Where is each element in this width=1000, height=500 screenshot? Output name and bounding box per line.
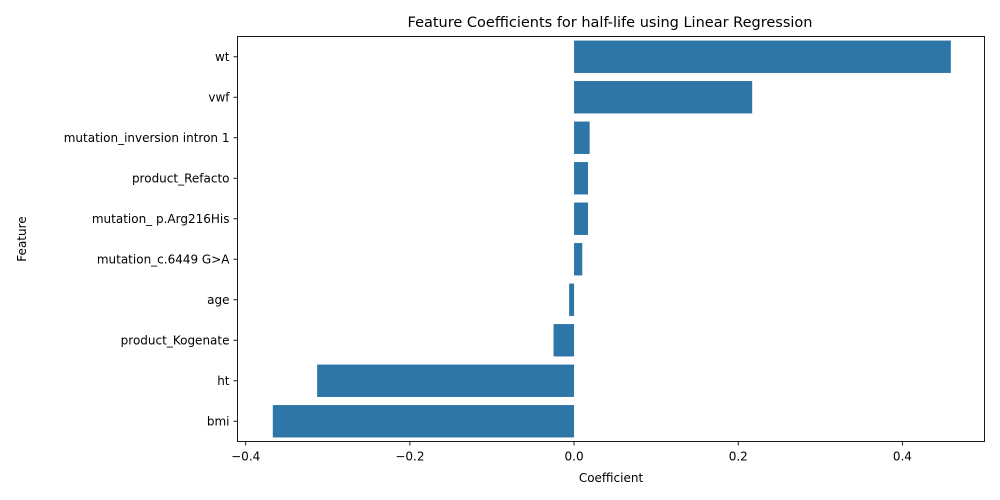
x-tick-label: −0.4 xyxy=(231,450,260,464)
y-tick-label: age xyxy=(207,293,229,307)
y-tick-label: mutation_c.6449 G>A xyxy=(97,252,230,266)
x-tick-label: 0.0 xyxy=(565,450,584,464)
bar-age xyxy=(569,283,575,316)
bar-mutation-c-6449-g-a xyxy=(574,243,583,276)
x-tick-label: 0.2 xyxy=(729,450,748,464)
y-tick-label: mutation_ p.Arg216His xyxy=(92,212,230,226)
y-tick-label: product_Kogenate xyxy=(121,333,230,347)
x-tick-label: −0.2 xyxy=(395,450,424,464)
y-tick-label: mutation_inversion intron 1 xyxy=(64,131,230,145)
bar-product-kogenate xyxy=(553,324,575,357)
plot-frame xyxy=(237,36,985,442)
chart-title: Feature Coefficients for half-life using… xyxy=(408,15,813,31)
x-tick-label: 0.4 xyxy=(893,450,912,464)
x-axis-ticks: −0.4 −0.2 0.0 0.2 0.4 xyxy=(231,441,912,464)
bar-bmi xyxy=(272,405,575,438)
y-tick-label: bmi xyxy=(207,414,230,428)
bar-mutation-inversion-intron-1 xyxy=(574,121,590,154)
bar-wt xyxy=(574,40,951,73)
y-tick-label: product_Refacto xyxy=(132,171,230,185)
y-tick-label: vwf xyxy=(208,90,230,104)
y-axis-label: Feature xyxy=(15,216,29,261)
y-axis-ticks: wt vwf mutation_inversion intron 1 product_… xyxy=(64,50,238,428)
y-tick-label: ht xyxy=(217,374,230,388)
x-axis-label: Coefficient xyxy=(579,471,644,485)
y-tick-label: wt xyxy=(215,50,230,64)
bar-ht xyxy=(317,364,575,397)
bar-vwf xyxy=(574,81,753,114)
bar-product-refacto xyxy=(574,162,589,195)
bar-mutation-p-arg216his xyxy=(574,202,589,235)
bars-group xyxy=(272,40,951,438)
